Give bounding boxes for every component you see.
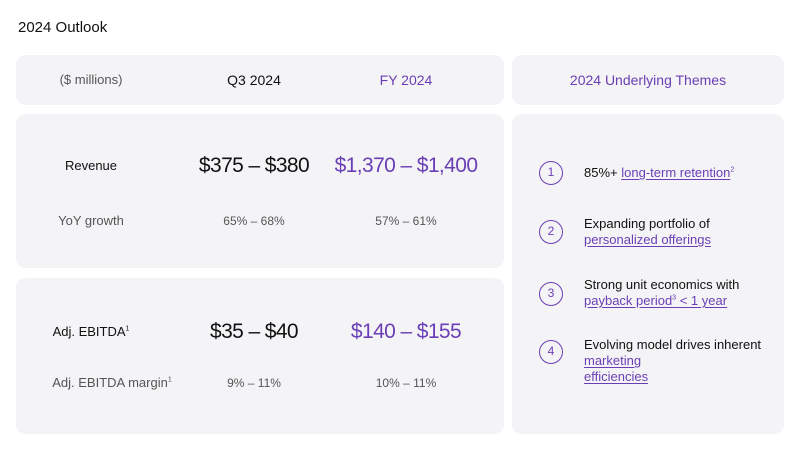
ebitda-margin-q3: 9% – 11% [227,376,281,390]
theme-text: Expanding portfolio of personalized offer… [584,216,711,247]
retention-link[interactable]: long-term retention [621,165,731,180]
personalized-offerings-link[interactable]: personalized offerings [584,232,711,247]
fy-column-header: FY 2024 [379,72,433,88]
revenue-label: Revenue [64,158,118,173]
themes-title: 2024 Underlying Themes [569,72,727,88]
theme-text: Strong unit economics with payback period… [584,277,740,308]
theme-text: Evolving model drives inherent marketing… [584,337,762,384]
table-header: ($ millions) Q3 2024 FY 2024 [16,55,504,105]
themes-header: 2024 Underlying Themes [512,55,784,105]
revenue-fy-value: $1,370 – $1,400 [334,154,478,177]
ebitda-label: Adj. EBITDA1 [52,324,130,339]
ebitda-fy-value: $140 – $155 [350,320,462,343]
footnote-marker: 1 [167,376,172,384]
marketing-link[interactable]: marketing [584,353,642,368]
footnote-marker: 2 [730,166,735,174]
number-badge: 4 [539,340,563,364]
yoy-growth-q3: 65% – 68% [223,214,285,228]
yoy-growth-label: YoY growth [58,213,124,228]
theme-text: 85%+ long-term retention2 [584,165,735,180]
ebitda-margin-label: Adj. EBITDA margin1 [52,375,172,390]
number-badge: 1 [539,161,563,185]
number-badge: 3 [539,282,563,306]
footnote-marker: 1 [125,325,130,333]
unit-label: ($ millions) [59,72,123,87]
ebitda-card: Adj. EBITDA1 $35 – $40 $140 – $155 Adj. … [16,278,504,434]
footnote-marker: 3 [672,294,677,302]
ebitda-margin-fy: 10% – 11% [375,376,437,390]
q3-column-header: Q3 2024 [227,72,281,88]
number-badge: 2 [539,220,563,244]
efficiencies-link[interactable]: efficiencies [584,369,649,384]
yoy-growth-fy: 57% – 61% [375,214,437,228]
page-title: 2024 Outlook [18,19,108,36]
ebitda-q3-value: $35 – $40 [209,320,299,343]
payback-period-link[interactable]: payback period3 < 1 year [584,293,728,308]
revenue-q3-value: $375 – $380 [198,154,310,177]
revenue-card: Revenue $375 – $380 $1,370 – $1,400 YoY … [16,114,504,268]
themes-card: 1 85%+ long-term retention2 2 Expanding … [512,114,784,434]
